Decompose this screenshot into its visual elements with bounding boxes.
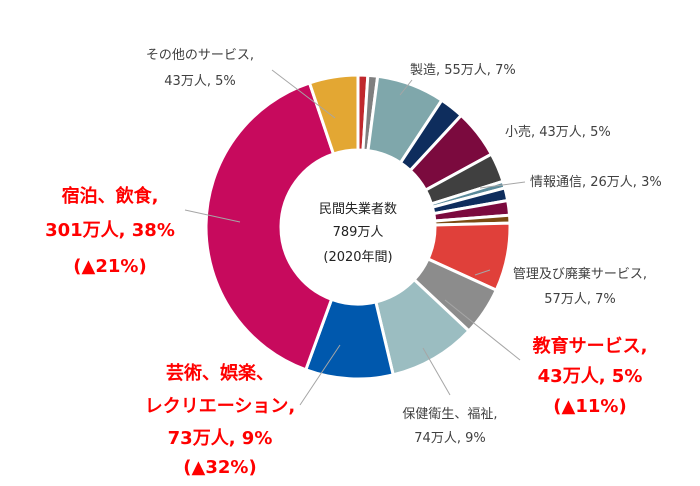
label-manufacturing: 製造, 55万人, 7%: [410, 63, 516, 78]
leader-lines: [184, 69, 526, 406]
label-arts-change: (▲32%): [183, 457, 257, 478]
label-accommodation-value: 301万人, 38%: [45, 220, 175, 241]
donut-slices: [204, 73, 512, 381]
leader-education: [444, 299, 521, 361]
donut-slice-16: [307, 73, 360, 156]
label-health-value: 74万人, 9%: [414, 431, 486, 446]
label-education-value: 43万人, 5%: [537, 366, 643, 387]
leader-arts: [299, 344, 341, 406]
label-retail: 小売, 43万人, 5%: [505, 125, 611, 140]
label-waste-mgmt-name: 管理及び廃棄サービス,: [512, 267, 648, 282]
leader-other-services: [271, 69, 336, 119]
label-health-name: 保健衛生、福祉,: [402, 407, 498, 422]
donut-slice-15: [204, 81, 336, 372]
label-accommodation-change: (▲21%): [73, 256, 147, 277]
label-info-comm: 情報通信, 26万人, 3%: [530, 175, 662, 190]
label-education-name: 教育サービス,: [532, 336, 648, 357]
leader-waste-mgmt: [474, 269, 491, 276]
label-arts-name2: レクリエーション,: [144, 396, 296, 417]
center-total: 789万人: [332, 225, 384, 240]
label-arts-name1: 芸術、娯楽、: [166, 363, 274, 384]
leader-accommodation: [184, 209, 241, 223]
center-title: 民間失業者数: [318, 202, 397, 217]
center-year: (2020年間): [323, 250, 393, 265]
label-accommodation-name: 宿泊、飲食,: [61, 186, 159, 207]
leader-info-comm: [479, 181, 526, 189]
label-other-services-name: その他のサービス,: [145, 48, 255, 63]
label-other-services-value: 43万人, 5%: [164, 74, 236, 89]
label-arts-value: 73万人, 9%: [167, 428, 273, 449]
label-education-change: (▲11%): [553, 396, 627, 417]
leader-manufacturing: [399, 79, 413, 96]
leader-health: [422, 347, 451, 396]
label-waste-mgmt-value: 57万人, 7%: [544, 292, 616, 307]
